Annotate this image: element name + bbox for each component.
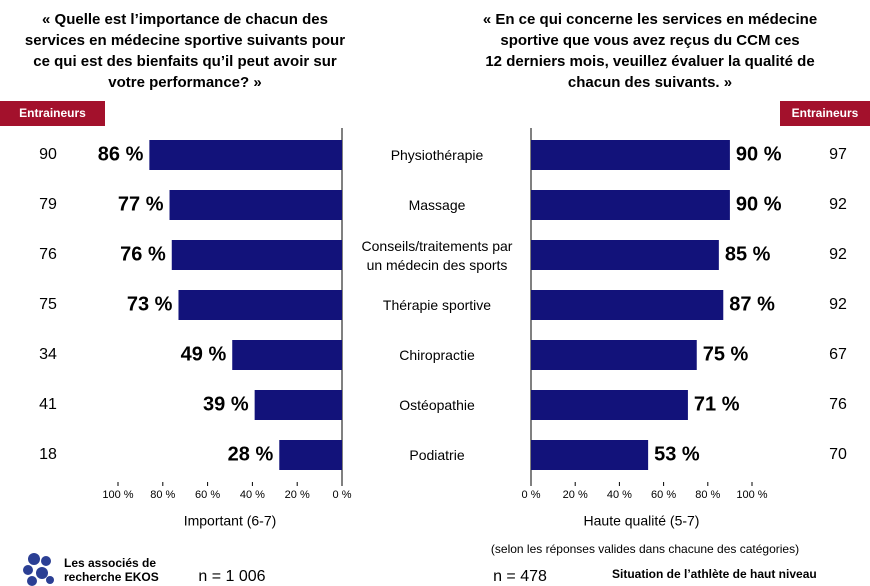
bar [169,190,342,220]
x-tick-label: 20 % [563,489,588,501]
category-label: Massage [408,197,466,213]
chart-title: services en médecine sportive suivants p… [25,32,345,49]
coach-value: 92 [829,196,847,213]
coach-value: 41 [39,396,57,413]
bar [531,340,697,370]
coach-value: 34 [39,346,57,363]
note: (selon les réponses valides dans chacune… [491,542,799,556]
coach-value: 92 [829,246,847,263]
coach-value: 79 [39,196,57,213]
x-tick-label: 100 % [736,489,767,501]
x-tick-label: 20 % [285,489,310,501]
x-tick-label: 80 % [695,489,720,501]
badge [0,101,105,126]
category-label: Ostéopathie [399,397,475,413]
chart-title: ce qui est des bienfaits qu’il peut avoi… [33,53,337,70]
bar [232,340,342,370]
x-tick-label: 100 % [102,489,133,501]
chart-title: « En ce qui concerne les services en méd… [483,11,817,28]
category-label: Thérapie sportive [382,297,492,313]
category-label: Conseils/traitements par un médecin des … [361,238,513,273]
n-left: n = 1 006 [198,568,265,585]
value-label: 75 % [703,343,749,365]
value-label: 39 % [203,393,249,415]
x-tick-label: 60 % [195,489,220,501]
value-label: 28 % [228,443,274,465]
chart-title: 12 derniers mois, veuillez évaluer la qu… [485,53,814,70]
coach-value: 76 [39,246,57,263]
x-tick-label: 60 % [651,489,676,501]
value-label: 90 % [736,193,782,215]
x-axis-label: Important (6-7) [184,513,277,529]
x-tick-label: 40 % [240,489,265,501]
category-label: Physiothérapie [390,147,484,163]
n-right: n = 478 [493,568,547,585]
coach-value: 75 [39,296,57,313]
value-label: 90 % [736,143,782,165]
x-tick-label: 0 % [522,489,541,501]
coach-value: 92 [829,296,847,313]
badge [780,101,870,126]
coach-value: 97 [829,146,847,163]
value-label: 71 % [694,393,740,415]
chart-title: chacun des suivants. » [568,74,732,91]
bar [178,290,342,320]
value-label: 86 % [98,143,144,165]
value-label: 49 % [181,343,227,365]
value-label: 85 % [725,243,771,265]
logo [23,553,54,586]
x-axis-label: Haute qualité (5-7) [584,513,700,529]
bar [254,390,342,420]
chart-title: votre performance? » [108,74,261,91]
chart-title: sportive que vous avez reçus du CCM ces [500,32,799,49]
value-label: 77 % [118,193,164,215]
logo-text: Les associés de recherche EKOS [64,556,159,584]
bar [531,290,724,320]
coach-value: 90 [39,146,57,163]
bar [531,390,688,420]
coach-value: 70 [829,446,847,463]
coach-value: 18 [39,446,57,463]
coach-value: 67 [829,346,847,363]
value-label: 73 % [127,293,173,315]
bar [531,190,730,220]
badge-label: Entraineurs [792,106,859,120]
bar [149,140,342,170]
category-label: Podiatrie [409,447,465,463]
value-label: 76 % [120,243,166,265]
source: Situation de l’athlète de haut niveau [612,567,817,581]
bar [279,440,342,470]
bar [531,140,730,170]
bar [531,440,649,470]
x-tick-label: 80 % [150,489,175,501]
coach-value: 76 [829,396,847,413]
badge-label: Entraineurs [19,106,86,120]
value-label: 87 % [729,293,775,315]
chart-title: « Quelle est l’importance de chacun des [42,11,328,28]
value-label: 53 % [654,443,700,465]
category-label: Chiropractie [399,347,475,363]
bar [531,240,719,270]
bar [171,240,342,270]
x-tick-label: 0 % [333,489,352,501]
x-tick-label: 40 % [607,489,632,501]
